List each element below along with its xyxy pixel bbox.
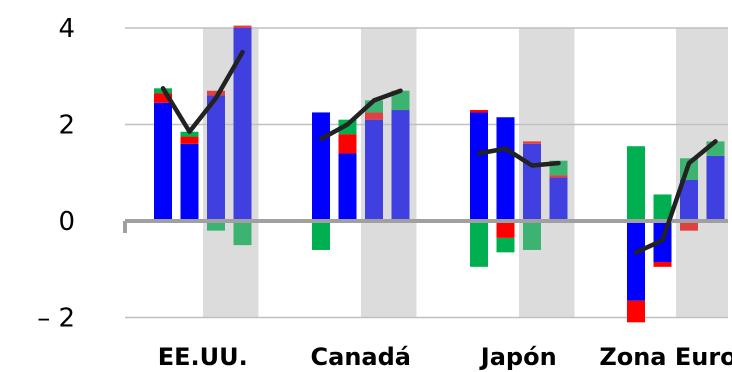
shaded-regions [203, 28, 728, 318]
bar-segment [338, 153, 357, 221]
bar-segment [470, 112, 488, 221]
y-tick-label: – 2 [37, 304, 75, 334]
y-tick-label: 0 [58, 207, 75, 237]
bar-segment [207, 90, 225, 96]
bar-segment [312, 112, 330, 221]
bar-segment [627, 146, 645, 221]
bar-segment [470, 221, 488, 267]
bar-segment [233, 28, 252, 221]
category-label: Canadá [311, 343, 411, 371]
bar-segment [496, 117, 515, 221]
bar-segment [523, 221, 541, 250]
bar-segment [391, 110, 410, 221]
lines [160, 49, 718, 255]
bar-segment [207, 95, 225, 221]
bar-segment [549, 177, 568, 221]
bar-segment [470, 110, 488, 113]
bar-segment [233, 221, 252, 246]
line-series [160, 49, 245, 134]
category-label: EE.UU. [158, 343, 248, 371]
bar-segment [312, 221, 330, 250]
bar-segment [680, 179, 698, 221]
category-label: Zona Euro [599, 343, 732, 371]
bar-segment [523, 143, 541, 221]
category-labels: EE.UU. Canadá Japón Zona Euro [158, 343, 732, 371]
bar-segment [365, 112, 383, 120]
line-series [633, 139, 718, 255]
y-tick-labels: 4 2 0 – 2 [37, 14, 75, 334]
bar-segment [653, 262, 672, 267]
bar-segment [233, 25, 252, 28]
bar-segment [653, 194, 672, 221]
bar-segment [496, 237, 515, 253]
bar-segment [154, 102, 172, 221]
bar-segment [391, 90, 410, 111]
bar-segment [680, 221, 698, 231]
line-series [476, 146, 561, 168]
bar-segment [180, 131, 199, 137]
line-series [318, 88, 403, 142]
bar-segment [180, 136, 199, 144]
bar-segment [523, 141, 541, 144]
y-tick-label: 2 [58, 111, 75, 141]
y-tick-label: 4 [58, 14, 75, 44]
category-label: Japón [479, 343, 557, 371]
bar-segment [365, 119, 383, 221]
zero-axis [123, 219, 728, 233]
bar-segment [627, 221, 645, 301]
bar-segment [549, 175, 568, 178]
bar-segment [180, 143, 199, 221]
bar-segment [207, 221, 225, 231]
bar-segment [496, 221, 515, 238]
bar-segment [706, 155, 725, 221]
bar-segment [154, 93, 172, 103]
bar-segment [627, 300, 645, 323]
bar-segment [338, 134, 357, 154]
